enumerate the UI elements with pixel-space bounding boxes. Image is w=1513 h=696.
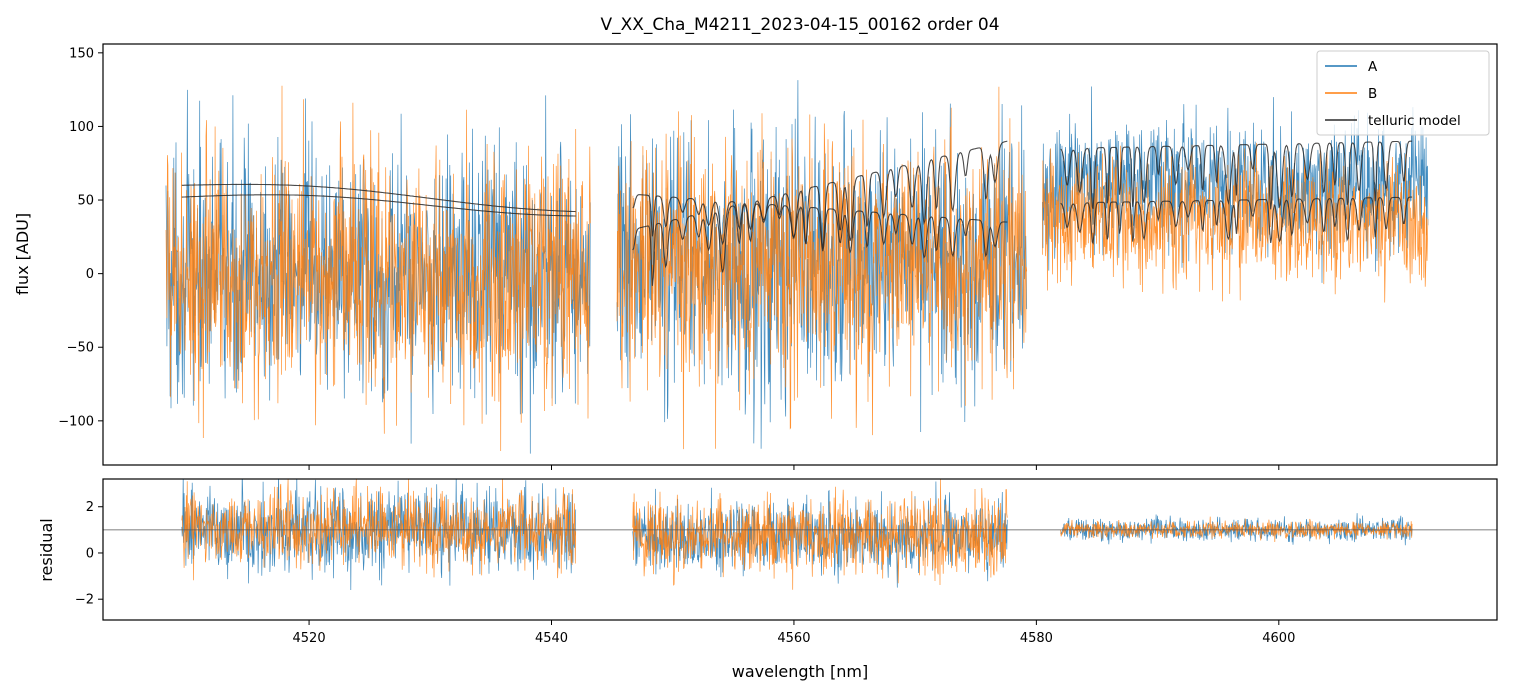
- x-axis-label: wavelength [nm]: [732, 662, 869, 681]
- top-y-tick-label: 100: [69, 120, 94, 135]
- chart-title: V_XX_Cha_M4211_2023-04-15_00162 order 04: [600, 15, 999, 35]
- residual-y-tick-label: 0: [86, 546, 94, 561]
- x-tick-label: 4580: [1020, 631, 1053, 646]
- legend-label-telluric: telluric model: [1368, 113, 1461, 129]
- telluric-model-lower-1: [181, 194, 576, 217]
- residual-b-segment-2: [632, 479, 1008, 590]
- residual-y-axis-label: residual: [37, 518, 56, 581]
- telluric-model-upper-3: [1060, 140, 1413, 210]
- residual-y-axis: −2 0 2: [75, 500, 103, 608]
- x-tick-label: 4600: [1262, 631, 1295, 646]
- telluric-model-upper-1: [181, 183, 576, 213]
- x-tick-label: 4540: [535, 631, 568, 646]
- residual-y-tick-label: −2: [75, 593, 94, 608]
- top-plot-area: [165, 80, 1429, 454]
- top-x-ticks: [308, 465, 1280, 470]
- top-axes-frame: [102, 43, 1498, 466]
- x-tick-label: 4560: [777, 631, 810, 646]
- residual-a-segment-1: [181, 479, 577, 591]
- telluric-model-upper-2: [632, 140, 1008, 286]
- legend-box: [1316, 50, 1490, 136]
- telluric-model-lower-3: [1060, 196, 1413, 245]
- series-b-segment-2: [616, 86, 1028, 450]
- residual-b-segment-1: [181, 479, 577, 581]
- top-y-tick-label: 150: [69, 46, 94, 61]
- top-y-axis: −100 −50 0 50 100 150: [58, 46, 103, 429]
- series-b-segment-1: [165, 85, 591, 452]
- top-y-tick-label: −100: [58, 414, 94, 429]
- top-y-tick-label: −50: [67, 341, 94, 356]
- legend-label-a: A: [1368, 59, 1378, 75]
- residual-axes-frame: [102, 478, 1498, 621]
- residual-x-axis: 4520 4540 4560 4580 4600: [293, 620, 1295, 646]
- x-tick-label: 4520: [293, 631, 326, 646]
- residual-y-tick-label: 2: [86, 500, 94, 515]
- legend: A B telluric model: [1316, 50, 1490, 136]
- residual-plot-area: [103, 479, 1497, 591]
- legend-label-b: B: [1368, 86, 1377, 102]
- telluric-model-lower-2: [632, 194, 1008, 259]
- top-y-tick-label: 50: [77, 194, 94, 209]
- top-y-axis-label: flux [ADU]: [13, 213, 32, 295]
- top-y-tick-label: 0: [86, 267, 94, 282]
